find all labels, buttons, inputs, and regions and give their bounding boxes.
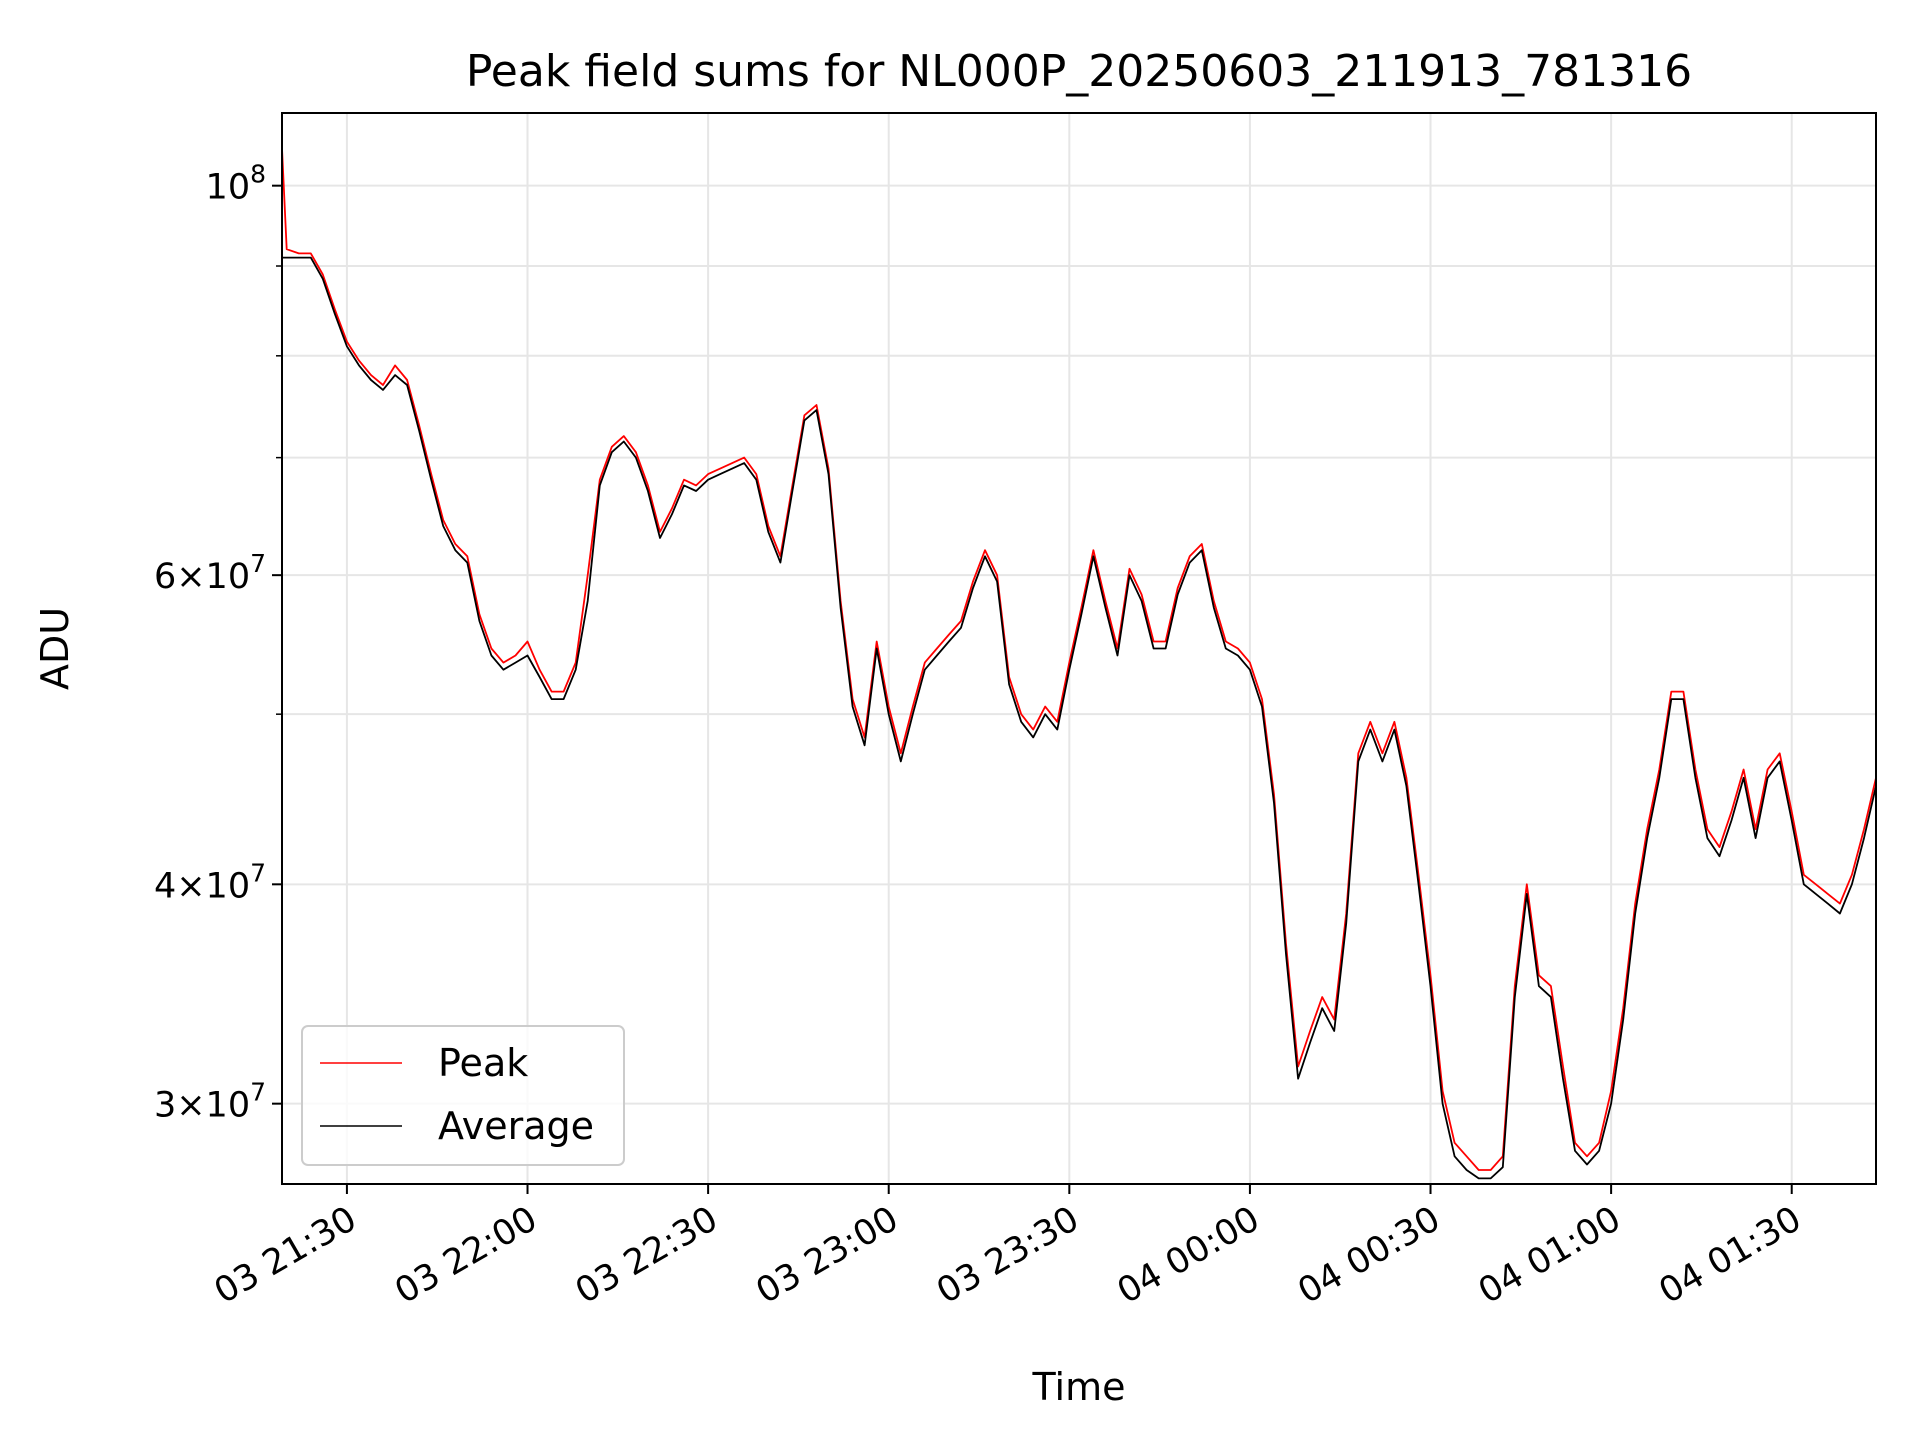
- legend-label-peak: Peak: [438, 1041, 528, 1085]
- series-line-peak: [281, 148, 1877, 1171]
- y-tick-label: 3×107: [154, 1078, 266, 1126]
- series-line-average: [282, 256, 1877, 1180]
- legend-label-average: Average: [438, 1104, 594, 1148]
- y-axis-label: ADU: [33, 607, 77, 690]
- x-axis-label: Time: [1032, 1365, 1126, 1409]
- series-lines: [281, 148, 1877, 1180]
- y-tick-label: 108: [206, 160, 266, 208]
- y-tick-label: 6×107: [154, 549, 266, 597]
- legend: Peak Average: [301, 1025, 625, 1166]
- y-axis-ticks: 3×107 4×107 6×107 108: [154, 160, 282, 1126]
- y-tick-label: 4×107: [154, 858, 266, 906]
- plot-frame: [281, 112, 1877, 1185]
- legend-box: [301, 1025, 625, 1166]
- chart-title: Peak field sums for NL000P_20250603_2119…: [466, 46, 1692, 97]
